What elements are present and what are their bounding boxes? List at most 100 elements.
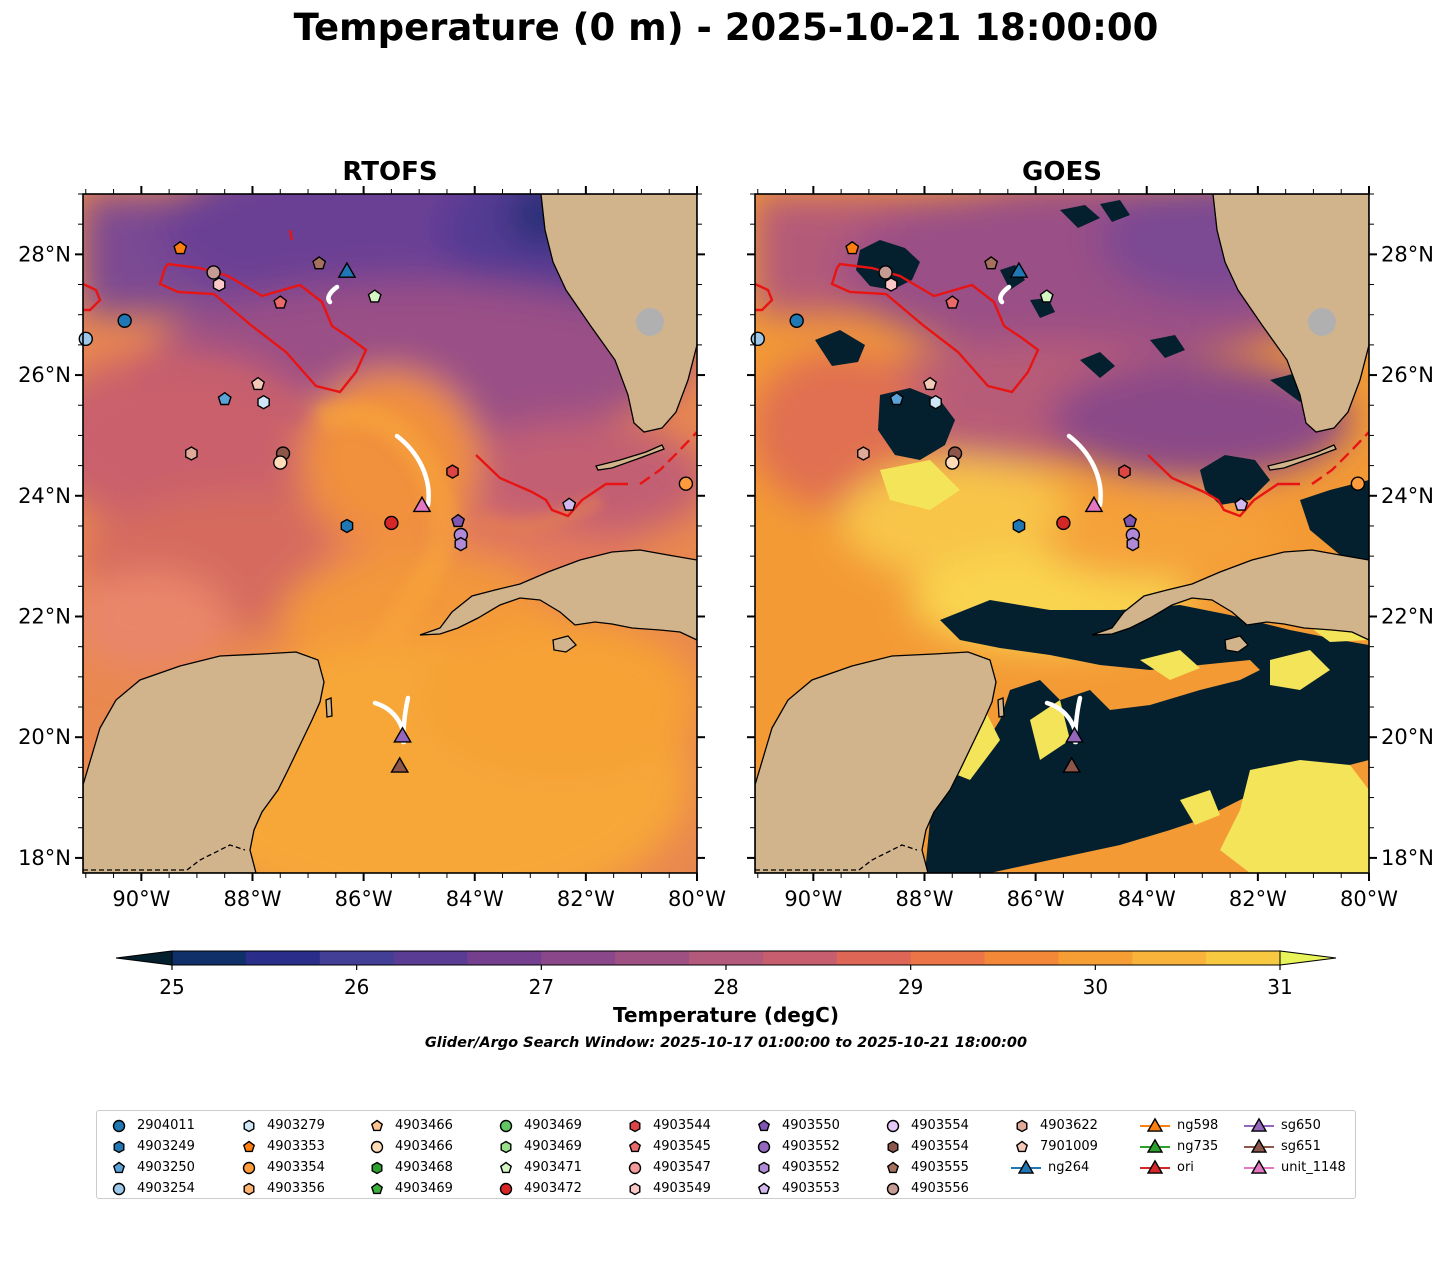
float-marker	[451, 513, 466, 528]
lat-tick-label: 18°N	[18, 846, 71, 870]
legend-label: 4903468	[395, 1160, 453, 1175]
legend-item: 4903250	[107, 1157, 195, 1178]
legend-label: 4903356	[267, 1181, 325, 1196]
float-marker	[312, 256, 327, 270]
legend-label: ng264	[1048, 1160, 1090, 1175]
colorbar-segment	[1132, 951, 1207, 965]
legend-marker-icon	[887, 1140, 899, 1153]
legend-item: ng735	[1139, 1136, 1218, 1157]
legend-label: 4903544	[653, 1118, 711, 1133]
lon-tick-label: 86°W	[1007, 887, 1065, 911]
legend-marker-icon	[499, 1161, 513, 1173]
lon-tick-label: 86°W	[335, 887, 393, 911]
legend-marker-icon	[757, 1140, 771, 1153]
legend-marker-icon	[1011, 1158, 1041, 1174]
lon-tick-label: 84°W	[446, 887, 504, 911]
legend-item: 4903354	[237, 1157, 325, 1178]
float-marker	[273, 295, 288, 309]
legend-item: 4903254	[107, 1178, 195, 1199]
legend-marker-icon	[1244, 1158, 1274, 1174]
legend-triangle	[1146, 1137, 1164, 1153]
legend-item: 4903469	[365, 1178, 453, 1199]
legend-marker-icon	[886, 1182, 900, 1195]
float-marker	[412, 495, 432, 513]
legend-symbol	[243, 1119, 255, 1132]
legend-marker-icon	[1140, 1158, 1170, 1174]
float-marker	[889, 391, 904, 406]
legend-marker-icon	[758, 1161, 770, 1174]
legend-label: 4903549	[653, 1181, 711, 1196]
legend-marker-icon	[499, 1119, 513, 1132]
float-marker	[117, 313, 132, 328]
panel-title-rtofs: RTOFS	[342, 157, 438, 187]
colorbar-tick-label: 28	[713, 975, 738, 999]
colorbar-segment	[984, 951, 1059, 965]
legend-label: 4903554	[911, 1139, 969, 1154]
legend: 2904011 4903249 4903250 4903254 4903279 49033…	[96, 1110, 1356, 1199]
legend-symbol	[242, 1140, 256, 1152]
lat-tick-label: 22°N	[18, 604, 71, 628]
legend-symbol	[757, 1140, 771, 1153]
legend-item: 4903553	[752, 1178, 840, 1199]
legend-label: unit_1148	[1281, 1160, 1346, 1175]
legend-symbol	[500, 1140, 512, 1153]
legend-marker-icon	[370, 1119, 384, 1131]
legend-item: 4903353	[237, 1136, 325, 1157]
legend-item: unit_1148	[1243, 1157, 1346, 1178]
float-marker	[257, 394, 270, 410]
float-marker	[1012, 518, 1026, 534]
float-marker	[1084, 495, 1104, 513]
float-marker	[750, 331, 765, 347]
legend-marker-icon	[1140, 1116, 1170, 1132]
colorbar-segment	[467, 951, 542, 965]
float-marker	[390, 756, 410, 773]
legend-label: 4903466	[395, 1139, 453, 1154]
legend-label: 4903469	[395, 1181, 453, 1196]
legend-marker-icon	[500, 1140, 512, 1153]
rtofs-map	[83, 194, 697, 873]
lat-tick-label: 24°N	[18, 484, 71, 508]
float-marker	[184, 446, 198, 461]
legend-label: ng598	[1177, 1118, 1219, 1133]
lat-tick-label: 24°N	[1381, 484, 1434, 508]
legend-item: 4903547	[623, 1157, 711, 1178]
legend-symbol	[757, 1182, 771, 1194]
float-marker	[1056, 515, 1071, 531]
legend-symbol	[628, 1161, 642, 1174]
legend-symbol	[370, 1140, 384, 1153]
lat-tick-label: 18°N	[1381, 846, 1434, 870]
legend-symbol	[499, 1119, 513, 1132]
lat-tick-label: 26°N	[18, 363, 71, 387]
float-marker	[337, 261, 357, 278]
legend-symbol	[370, 1182, 384, 1194]
legend-marker-icon	[371, 1161, 383, 1174]
lon-tick-label: 80°W	[1340, 887, 1398, 911]
legend-label: 4903249	[137, 1139, 195, 1154]
float-marker	[393, 726, 412, 743]
legend-label: 4903550	[782, 1118, 840, 1133]
float-marker	[454, 536, 468, 552]
lat-tick-label: 28°N	[1381, 242, 1434, 266]
legend-item: ng264	[1010, 1157, 1089, 1178]
goes-map	[755, 194, 1369, 873]
lon-tick-label: 82°W	[1229, 887, 1287, 911]
legend-marker-icon	[1244, 1137, 1274, 1153]
legend-item: 4903356	[237, 1178, 325, 1199]
legend-symbol	[370, 1119, 384, 1131]
float-marker	[384, 515, 399, 531]
map-frame-right	[754, 193, 1370, 874]
legend-marker-icon	[370, 1140, 384, 1153]
legend-label: 2904011	[137, 1118, 195, 1133]
legend-label: 4903622	[1040, 1118, 1098, 1133]
colorbar: 25 26 27 28 29 30 31	[115, 950, 1337, 999]
lon-tick-label: 80°W	[668, 887, 726, 911]
colorbar-tick-label: 31	[1267, 975, 1292, 999]
legend-label: ng735	[1177, 1139, 1219, 1154]
legend-item: 4903552	[752, 1136, 840, 1157]
lat-tick-label: 20°N	[1381, 725, 1434, 749]
legend-marker-icon	[113, 1140, 125, 1153]
legend-marker-icon	[499, 1182, 513, 1195]
colorbar-segment	[245, 951, 321, 965]
legend-item: 4903469	[494, 1115, 582, 1136]
legend-marker-icon	[1016, 1119, 1028, 1132]
